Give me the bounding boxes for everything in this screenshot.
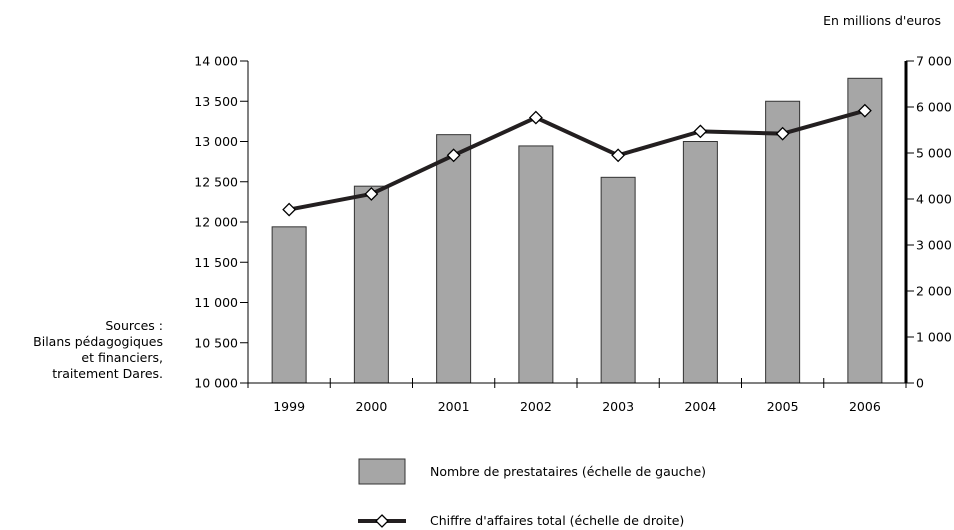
bar	[847, 77, 883, 384]
legend-line-marker	[375, 514, 389, 528]
sources-line: et financiers,	[81, 350, 163, 365]
left-tick-label: 11 000	[194, 295, 238, 310]
right-tick-label: 0	[916, 376, 924, 391]
left-tick-label: 11 500	[194, 255, 238, 270]
legend-line-label: Chiffre d'affaires total (échelle de dro…	[430, 513, 684, 528]
left-tick-label: 13 000	[194, 134, 238, 149]
sources-line: Sources :	[105, 318, 163, 333]
right-tick-label: 3 000	[916, 238, 952, 253]
sources-line: Bilans pédagogiques	[33, 334, 163, 349]
line-marker	[528, 110, 543, 125]
line-marker	[282, 202, 297, 217]
right-tick-label: 5 000	[916, 146, 952, 161]
right-tick-label: 1 000	[916, 330, 952, 345]
bar	[600, 176, 636, 384]
bar	[518, 145, 554, 384]
x-tick-label: 2002	[520, 399, 552, 414]
right-tick-label: 7 000	[916, 54, 952, 69]
x-tick-label: 2006	[849, 399, 881, 414]
x-tick-label: 2003	[602, 399, 634, 414]
right-tick-label: 2 000	[916, 284, 952, 299]
legend-bar-label: Nombre de prestataires (échelle de gauch…	[430, 464, 706, 479]
left-tick-label: 10 000	[194, 376, 238, 391]
line-marker	[611, 148, 626, 163]
line-marker	[857, 103, 872, 118]
left-tick-label: 12 000	[194, 215, 238, 230]
right-axis-unit-note: En millions d'euros	[823, 13, 941, 28]
left-tick-label: 12 500	[194, 174, 238, 189]
bar	[353, 185, 389, 384]
sources-note: Sources : Bilans pédagogiques et financi…	[0, 318, 163, 382]
legend-bar-swatch	[358, 458, 406, 485]
line-marker	[364, 187, 379, 201]
line-marker	[693, 124, 708, 139]
left-tick-label: 13 500	[194, 94, 238, 109]
x-tick-label: 1999	[273, 399, 305, 414]
line-series	[288, 108, 866, 212]
right-tick-label: 6 000	[916, 100, 952, 115]
bar	[765, 100, 801, 384]
bar	[271, 226, 307, 384]
right-tick-label: 4 000	[916, 192, 952, 207]
line-marker	[775, 126, 790, 141]
line-marker	[446, 148, 461, 163]
left-tick-label: 14 000	[194, 54, 238, 69]
x-tick-label: 2005	[767, 399, 799, 414]
left-tick-label: 10 500	[194, 335, 238, 350]
bar	[682, 141, 718, 384]
x-tick-label: 2004	[684, 399, 716, 414]
x-tick-label: 2000	[355, 399, 387, 414]
legend: Nombre de prestataires (échelle de gauch…	[358, 458, 706, 528]
bar	[436, 134, 472, 384]
x-tick-label: 2001	[438, 399, 470, 414]
sources-line: traitement Dares.	[52, 366, 163, 381]
